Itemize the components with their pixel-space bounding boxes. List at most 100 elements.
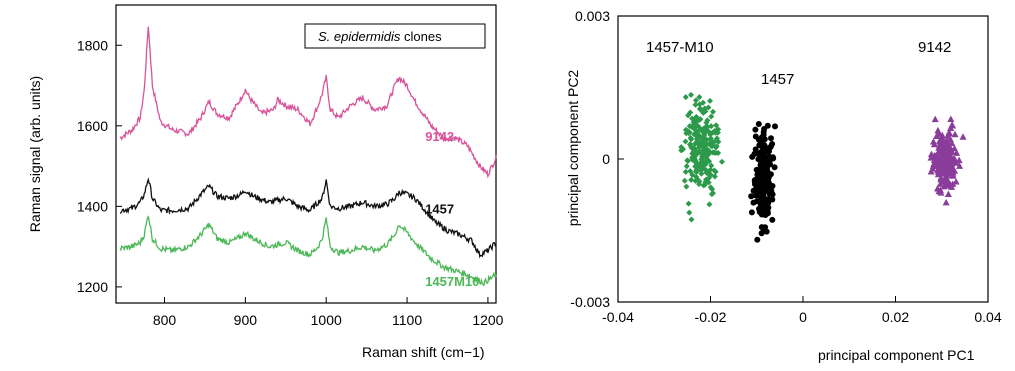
- scatter-point-1457-M10: [715, 138, 722, 145]
- scatter-point-1457: [763, 228, 770, 235]
- left-y-tick-label: 1200: [77, 279, 108, 295]
- scatter-point-1457: [771, 164, 778, 171]
- scatter-point-1457-M10: [700, 127, 707, 134]
- scatter-point-1457-M10: [705, 128, 712, 135]
- scatter-point-9142: [953, 149, 961, 156]
- scatter-point-1457-M10: [698, 170, 705, 177]
- left-x-ticks: 800 900 1000 1100 1200: [153, 297, 504, 328]
- scatter-point-1457-M10: [697, 164, 704, 171]
- series-label-1457M10: 1457M10: [425, 274, 479, 289]
- raman-spectra-chart: 800 900 1000 1100 1200 1200 1400 1600 1800 9142…: [27, 4, 504, 360]
- scatter-point-9142: [952, 177, 960, 185]
- scatter-point-9142: [946, 151, 954, 159]
- scatter-point-1457-M10: [705, 179, 712, 186]
- scatter-point-1457: [758, 224, 765, 231]
- scatter-point-1457: [754, 236, 761, 243]
- scatter-point-1457-M10: [709, 108, 716, 115]
- scatter-point-1457-M10: [690, 119, 697, 126]
- scatter-point-1457: [769, 216, 776, 223]
- left-y-axis-label: Raman signal (arb. units): [27, 76, 43, 232]
- left-plot-frame: [115, 4, 497, 304]
- cluster-label-9142: 9142: [918, 39, 951, 56]
- scatter-point-1457-M10: [688, 91, 695, 98]
- scatter-point-1457-M10: [709, 186, 716, 193]
- scatter-point-1457-M10: [687, 168, 694, 175]
- right-y-axis-label: principal component PC2: [565, 70, 581, 227]
- right-y-tick-label: -0.003: [570, 294, 610, 310]
- right-y-ticks: -0.003 0 0.003: [570, 8, 624, 310]
- right-cluster-labels: 1457-M10 1457 9142: [646, 39, 951, 88]
- scatter-point-9142: [942, 198, 950, 206]
- scatter-point-9142: [959, 133, 967, 140]
- scatter-point-1457: [752, 192, 759, 199]
- scatter-point-1457: [752, 146, 759, 153]
- scatter-point-1457-M10: [708, 162, 715, 169]
- scatter-point-1457-M10: [714, 129, 721, 136]
- left-x-tick-label: 800: [153, 312, 177, 328]
- scatter-point-9142: [935, 130, 943, 137]
- scatter-point-1457-M10: [696, 94, 703, 101]
- right-x-tick-label: -0.04: [602, 309, 634, 325]
- left-x-axis-label-unit: (cm−1): [441, 344, 485, 360]
- scatter-point-1457-M10: [708, 143, 715, 150]
- scatter-point-9142: [932, 154, 940, 161]
- scatter-point-1457: [755, 121, 762, 127]
- series-line-1457M10: [119, 215, 497, 287]
- scatter-point-9142: [931, 115, 939, 123]
- right-points-layer: [678, 91, 967, 243]
- left-series-labels: 9142 1457 1457M10: [425, 129, 479, 289]
- scatter-point-1457-M10: [692, 101, 699, 108]
- scatter-point-1457: [772, 123, 778, 130]
- scatter-point-1457: [767, 143, 774, 150]
- scatter-point-1457-M10: [712, 168, 719, 175]
- left-y-tick-label: 1800: [77, 37, 108, 53]
- left-y-ticks: 1200 1400 1600 1800: [77, 37, 122, 295]
- scatter-point-9142: [943, 145, 951, 153]
- scatter-point-1457: [761, 177, 768, 184]
- scatter-point-1457-M10: [713, 122, 720, 129]
- left-x-tick-label: 1200: [472, 312, 503, 328]
- series-label-9142: 9142: [425, 129, 454, 144]
- left-x-axis-label-main: Raman shift: [362, 344, 437, 360]
- scatter-point-1457-M10: [699, 142, 706, 149]
- scatter-point-1457: [768, 135, 774, 142]
- scatter-point-1457-M10: [700, 154, 707, 161]
- scatter-point-1457-M10: [685, 200, 692, 207]
- scatter-point-1457-M10: [687, 134, 694, 141]
- scatter-point-9142: [949, 180, 957, 187]
- series-line-1457: [119, 177, 497, 259]
- legend-text: S. epidermidis clones: [318, 29, 442, 44]
- scatter-point-1457-M10: [687, 109, 694, 116]
- scatter-point-1457: [750, 199, 757, 206]
- scatter-point-1457-M10: [701, 132, 708, 139]
- scatter-point-9142: [927, 167, 935, 175]
- right-x-tick-label: 0.02: [882, 309, 909, 325]
- series-line-9142: [119, 26, 497, 179]
- scatter-point-1457-M10: [705, 147, 712, 154]
- scatter-point-1457: [748, 193, 755, 200]
- scatter-point-1457: [763, 210, 769, 217]
- scatter-point-9142: [942, 161, 950, 169]
- scatter-point-1457: [754, 174, 761, 181]
- scatter-point-9142: [935, 163, 943, 170]
- legend-box: [304, 23, 486, 49]
- scatter-point-9142: [929, 138, 937, 145]
- scatter-point-9142: [927, 150, 935, 158]
- scatter-point-1457: [766, 191, 773, 197]
- scatter-point-1457: [761, 136, 768, 143]
- left-y-tick-label: 1400: [77, 198, 108, 214]
- scatter-point-1457: [761, 142, 768, 149]
- right-y-tick-label: 0: [602, 151, 610, 167]
- scatter-point-1457-M10: [678, 147, 685, 154]
- scatter-point-1457-M10: [688, 176, 695, 183]
- scatter-point-1457-M10: [703, 123, 710, 130]
- legend-italic-text: S. epidermidis: [318, 29, 401, 44]
- scatter-point-1457-M10: [686, 209, 693, 216]
- scatter-point-1457: [766, 153, 773, 160]
- left-x-tick-label: 1000: [311, 312, 342, 328]
- scatter-point-9142: [947, 115, 955, 123]
- scatter-point-9142: [951, 167, 959, 174]
- scatter-point-1457-M10: [683, 163, 690, 170]
- scatter-point-1457-M10: [697, 126, 704, 133]
- scatter-point-9142: [938, 133, 946, 141]
